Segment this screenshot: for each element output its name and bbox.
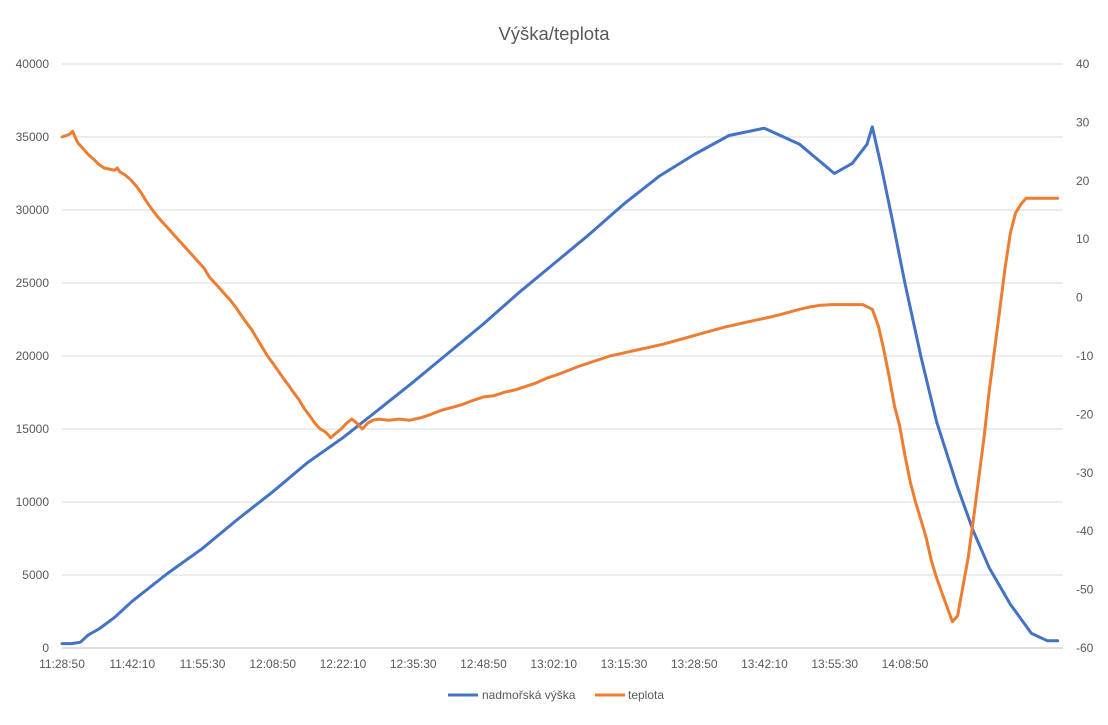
x-tick-label: 12:08:50: [249, 657, 296, 671]
x-tick-label: 14:08:50: [882, 657, 929, 671]
x-tick-label: 11:28:50: [39, 657, 85, 671]
right-tick-label: 40: [1076, 57, 1090, 71]
series-lines: [60, 125, 1060, 646]
right-tick-label: 0: [1076, 291, 1083, 305]
left-tick-label: 20000: [16, 349, 50, 363]
x-tick-label: 13:42:10: [741, 657, 788, 671]
x-tick-label: 12:35:30: [390, 657, 437, 671]
x-tick-label: 12:22:10: [320, 657, 367, 671]
left-axis-ticks: 0 5000 10000 15000 20000 25000 30000 35000 40000: [16, 57, 50, 655]
left-tick-label: 5000: [22, 568, 49, 582]
series-line-temperature: [60, 129, 1060, 624]
right-tick-label: 20: [1076, 174, 1090, 188]
left-tick-label: 35000: [16, 130, 50, 144]
left-tick-label: 25000: [16, 276, 50, 290]
legend-label-altitude: nadmořská výška: [482, 688, 576, 702]
right-axis-ticks: -60 -50 -40 -30 -20 -10 0 10 20 30 40: [1076, 57, 1094, 655]
left-tick-label: 15000: [16, 422, 50, 436]
left-tick-label: 30000: [16, 203, 50, 217]
chart-title: Výška/teplota: [498, 23, 610, 44]
left-tick-label: 0: [42, 641, 49, 655]
series-line-altitude: [60, 125, 1060, 646]
x-tick-label: 11:42:10: [109, 657, 155, 671]
right-tick-label: -60: [1076, 641, 1094, 655]
x-tick-label: 12:48:50: [460, 657, 507, 671]
x-axis-ticks: 11:28:50 11:42:10 11:55:30 12:08:50 12:22:10…: [39, 657, 929, 671]
left-tick-label: 40000: [16, 57, 50, 71]
right-tick-label: -40: [1076, 524, 1094, 538]
right-tick-label: -50: [1076, 583, 1094, 597]
right-tick-label: 30: [1076, 115, 1090, 129]
x-tick-label: 13:15:30: [601, 657, 648, 671]
x-tick-label: 13:55:30: [811, 657, 858, 671]
right-tick-label: -10: [1076, 349, 1094, 363]
left-tick-label: 10000: [16, 495, 50, 509]
x-tick-label: 11:55:30: [180, 657, 226, 671]
right-tick-label: 10: [1076, 232, 1090, 246]
gridlines: [62, 63, 1063, 649]
x-tick-label: 13:28:50: [671, 657, 718, 671]
right-tick-label: -20: [1076, 407, 1094, 421]
x-tick-label: 13:02:10: [530, 657, 577, 671]
legend: nadmořská výška teplota: [448, 688, 664, 702]
legend-label-temperature: teplota: [628, 688, 664, 702]
right-tick-label: -30: [1076, 466, 1094, 480]
